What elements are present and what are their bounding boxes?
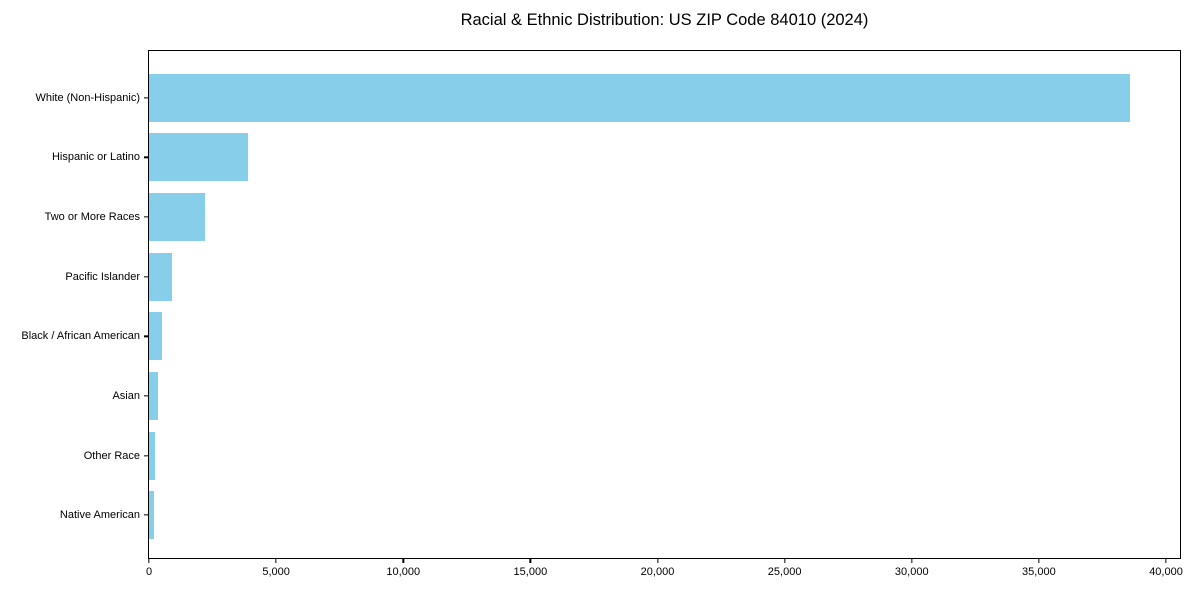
- x-axis-tick-label: 10,000: [386, 566, 421, 578]
- chart-row: Hispanic or Latino: [52, 128, 1180, 188]
- y-axis-label: Pacific Islander: [65, 270, 140, 283]
- bar: [149, 491, 154, 540]
- y-axis-tick: [144, 514, 149, 516]
- chart-title: Racial & Ethnic Distribution: US ZIP Cod…: [460, 11, 869, 29]
- bar: [149, 252, 173, 301]
- bar: [149, 133, 249, 182]
- chart-row: Other Race: [84, 426, 1180, 486]
- y-axis-tick: [144, 335, 149, 337]
- chart-row: Pacific Islander: [65, 247, 1180, 307]
- bar: [149, 312, 163, 361]
- x-axis-tick: [656, 558, 659, 563]
- bars-container: White (Non-Hispanic) Hispanic or Latino Tw…: [21, 68, 1180, 545]
- y-axis-label: Asian: [112, 389, 140, 402]
- x-axis-tick: [783, 558, 786, 563]
- x-axis-tick-label: 20,000: [640, 566, 675, 578]
- bar: [149, 73, 1131, 122]
- chart-row: Native American: [60, 485, 1180, 545]
- y-axis-tick: [144, 454, 149, 457]
- x-axis-tick-label: 40,000: [1149, 566, 1183, 578]
- x-axis-tick-label: 35,000: [1022, 566, 1056, 578]
- plot-area: White (Non-Hispanic) Hispanic or Latino Tw…: [21, 50, 1183, 578]
- y-axis-tick: [144, 276, 149, 278]
- x-axis-tick-label: 0: [145, 566, 153, 578]
- y-axis-label: White (Non-Hispanic): [35, 91, 140, 104]
- y-axis-label: Black / African American: [21, 330, 140, 343]
- x-axis-tick-label: 30,000: [894, 566, 929, 578]
- x-axis-tick: [1038, 558, 1040, 563]
- y-axis-tick: [144, 97, 149, 99]
- y-axis-tick: [144, 395, 149, 397]
- y-axis-label: Other Race: [83, 449, 140, 462]
- y-axis-tick: [144, 216, 149, 218]
- bar: [149, 193, 205, 242]
- chart-row: Asian: [112, 366, 1180, 426]
- x-axis-tick-label: 5,000: [262, 566, 290, 578]
- x-axis-tick: [275, 558, 277, 563]
- y-axis-label: Hispanic or Latino: [51, 151, 140, 164]
- chart-row: White (Non-Hispanic): [35, 68, 1180, 128]
- chart-row: Black / African American: [21, 307, 1180, 367]
- x-axis-tick-label: 15,000: [513, 566, 548, 578]
- x-axis-tick-label: 25,000: [767, 566, 802, 578]
- x-axis-tick: [1165, 558, 1167, 563]
- y-axis-label: Two or More Races: [44, 211, 140, 224]
- y-axis-tick: [144, 156, 149, 159]
- bar: [149, 431, 156, 480]
- bar: [149, 371, 158, 420]
- x-axis-tick: [148, 558, 150, 563]
- x-axis-tick: [911, 558, 913, 563]
- x-axis-tick: [402, 558, 404, 563]
- x-axis-tick: [529, 558, 532, 563]
- chart-row: Two or More Races: [45, 187, 1180, 247]
- y-axis-label: Native American: [59, 509, 140, 522]
